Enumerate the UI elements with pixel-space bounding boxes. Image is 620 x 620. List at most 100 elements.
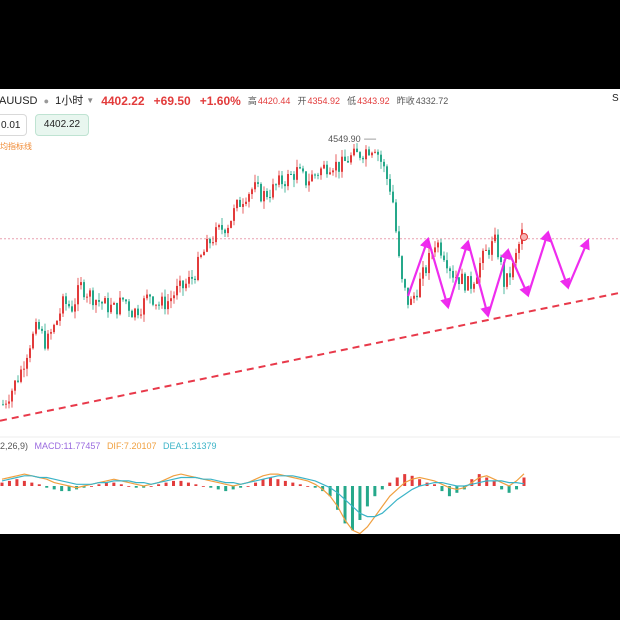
candle-body bbox=[137, 308, 139, 316]
candle-body bbox=[281, 175, 283, 185]
macd-bar bbox=[373, 486, 377, 497]
macd-bar bbox=[104, 482, 108, 486]
candle-body bbox=[107, 298, 109, 313]
open-label: 开 bbox=[297, 96, 307, 107]
price-chart[interactable]: 4549.90 bbox=[0, 89, 620, 534]
macd-header: 2,26,9) MACD:11.77457 DIF:7.20107 DEA:1.… bbox=[0, 441, 221, 451]
candle-body bbox=[89, 290, 91, 297]
candle-body bbox=[185, 283, 187, 289]
candle-body bbox=[125, 299, 127, 302]
candle-body bbox=[263, 191, 265, 202]
candle-body bbox=[257, 182, 259, 184]
candle-body bbox=[329, 172, 331, 175]
candle-body bbox=[17, 380, 19, 382]
macd-bar bbox=[447, 486, 451, 497]
current-price-marker bbox=[520, 232, 528, 241]
candle-body bbox=[503, 262, 505, 287]
candle-body bbox=[8, 401, 10, 404]
candle-body bbox=[407, 287, 409, 305]
candle-body bbox=[11, 390, 13, 402]
candle-body bbox=[476, 277, 478, 284]
candle-body bbox=[134, 308, 136, 318]
macd-bar bbox=[306, 486, 310, 487]
macd-bar bbox=[246, 486, 250, 487]
candle-body bbox=[56, 320, 58, 325]
candle-body bbox=[59, 313, 61, 321]
macd-bar bbox=[37, 484, 41, 486]
candle-body bbox=[80, 282, 82, 286]
macd-bar bbox=[67, 486, 71, 492]
candle-body bbox=[221, 225, 223, 230]
symbol-name[interactable]: AUUSD bbox=[0, 95, 38, 108]
candle-body bbox=[326, 164, 328, 175]
high-annotation-text: 4549.90 bbox=[328, 134, 361, 144]
candle-body bbox=[434, 247, 436, 253]
candle-body bbox=[497, 234, 499, 258]
candle-body bbox=[500, 257, 502, 263]
macd-bar bbox=[522, 477, 526, 486]
candle-body bbox=[404, 279, 406, 288]
macd-bar bbox=[0, 482, 4, 486]
macd-bar bbox=[515, 486, 519, 490]
timeframe-selector[interactable]: 1小时 bbox=[55, 95, 84, 108]
macd-bar bbox=[410, 475, 414, 486]
price-button[interactable]: 4402.22 bbox=[35, 114, 89, 136]
settings-corner-button[interactable]: S bbox=[612, 93, 619, 104]
candle-body bbox=[266, 191, 268, 198]
macd-bar bbox=[142, 486, 146, 488]
macd-bar bbox=[82, 486, 86, 488]
candle-body bbox=[458, 277, 460, 285]
candle-body bbox=[146, 294, 148, 299]
candle-body bbox=[467, 276, 469, 291]
candle-body bbox=[251, 189, 253, 195]
macd-params[interactable]: 2,26,9) bbox=[0, 441, 29, 451]
macd-bar bbox=[433, 484, 437, 486]
candle-body bbox=[77, 285, 79, 305]
macd-bar bbox=[358, 486, 362, 520]
chevron-down-icon[interactable]: ▼ bbox=[86, 96, 95, 106]
candle-body bbox=[347, 160, 349, 163]
candle-body bbox=[359, 152, 361, 158]
candle-body bbox=[353, 148, 355, 156]
candle-body bbox=[323, 164, 325, 169]
candle-body bbox=[338, 161, 340, 172]
macd-bar bbox=[261, 479, 265, 486]
macd-bar bbox=[52, 486, 56, 490]
candle-body bbox=[5, 403, 7, 405]
candle-body bbox=[122, 297, 124, 300]
zigzag-arrow bbox=[486, 247, 511, 317]
macd-bar bbox=[507, 486, 511, 493]
candle-body bbox=[245, 201, 247, 205]
dea-value: DEA:1.31379 bbox=[162, 441, 217, 451]
macd-bar bbox=[418, 479, 422, 486]
macd-bar bbox=[134, 486, 138, 488]
macd-bar bbox=[298, 484, 302, 486]
last-price: 4402.22 bbox=[101, 94, 145, 109]
macd-bar bbox=[321, 486, 325, 492]
candle-body bbox=[143, 298, 145, 315]
indicator-label[interactable]: 均指标线 bbox=[0, 142, 32, 151]
quantity-input[interactable]: 0.01 bbox=[0, 114, 27, 136]
zigzag-arrow bbox=[526, 230, 551, 296]
candle-body bbox=[449, 268, 451, 271]
candle-body bbox=[440, 242, 442, 256]
macd-bar bbox=[276, 479, 280, 486]
candle-body bbox=[518, 244, 520, 253]
high-label: 高 bbox=[247, 96, 257, 107]
candle-body bbox=[290, 173, 292, 175]
candle-body bbox=[470, 276, 472, 289]
candle-body bbox=[230, 220, 232, 228]
candle-body bbox=[335, 161, 337, 171]
macd-bar bbox=[313, 486, 317, 488]
candle-body bbox=[392, 191, 394, 203]
candle-body bbox=[482, 250, 484, 264]
candle-body bbox=[272, 184, 274, 198]
candle-body bbox=[131, 310, 133, 318]
candle-body bbox=[464, 273, 466, 291]
macd-bar bbox=[179, 480, 183, 486]
candle-body bbox=[209, 238, 211, 244]
candle-body bbox=[485, 249, 487, 251]
open-value: 4354.92 bbox=[307, 96, 341, 107]
candle-body bbox=[140, 314, 142, 316]
macd-bar bbox=[157, 484, 161, 486]
